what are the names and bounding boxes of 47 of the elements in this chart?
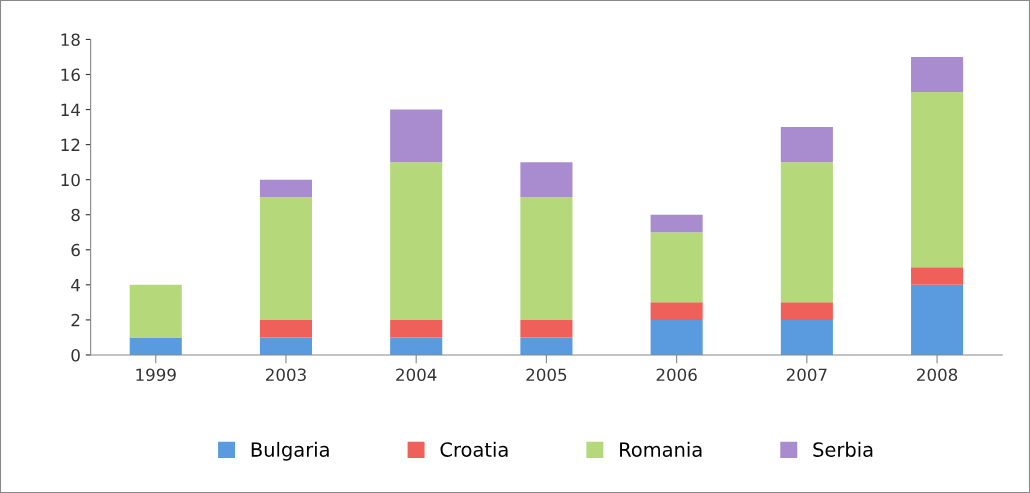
legend-label: Bulgaria — [251, 441, 329, 461]
bar — [259, 319, 313, 338]
bar — [390, 319, 443, 338]
legend-label: Croatia — [440, 441, 508, 457]
bar — [650, 214, 703, 233]
y-tick-label: 16 — [61, 68, 80, 82]
x-tick-label: 2008 — [917, 368, 958, 382]
y-tick-label: 18 — [61, 33, 80, 47]
x-tick-label: 2006 — [656, 368, 697, 382]
x-tick-label: 2003 — [265, 368, 306, 382]
bar — [650, 232, 703, 303]
bar — [650, 302, 703, 320]
y-tick-label: 2 — [71, 313, 80, 327]
y-tick-label: 8 — [71, 208, 80, 222]
bar — [911, 56, 964, 93]
bar — [520, 319, 573, 338]
bar — [520, 337, 573, 355]
bar — [129, 284, 182, 338]
bar — [129, 337, 182, 355]
bar — [911, 92, 964, 268]
bar — [390, 162, 443, 320]
x-tick-label: 2004 — [396, 368, 437, 382]
bar — [520, 197, 573, 320]
x-tick-label: 2005 — [526, 368, 567, 382]
bar — [520, 162, 573, 198]
y-tick-label: 6 — [71, 243, 80, 257]
bar — [259, 197, 313, 320]
bar — [911, 267, 964, 285]
bar — [259, 179, 313, 198]
y-tick-label: 12 — [61, 138, 80, 151]
legend-label: Serbia — [813, 441, 873, 457]
bar — [780, 302, 833, 320]
bar — [650, 319, 703, 355]
bar — [780, 319, 833, 355]
bar — [390, 337, 443, 355]
bar — [390, 109, 443, 163]
bar — [259, 337, 313, 355]
bar — [780, 162, 833, 303]
y-tick-label: 4 — [71, 279, 80, 292]
x-tick-label: 2007 — [786, 368, 827, 382]
y-tick-label: 14 — [61, 103, 80, 116]
bar — [911, 284, 964, 355]
legend-label: Romania — [620, 441, 702, 457]
x-tick-label: 1999 — [136, 368, 176, 382]
bar — [780, 127, 833, 163]
y-tick-label: 10 — [61, 173, 80, 187]
y-tick-label: 0 — [71, 348, 80, 362]
